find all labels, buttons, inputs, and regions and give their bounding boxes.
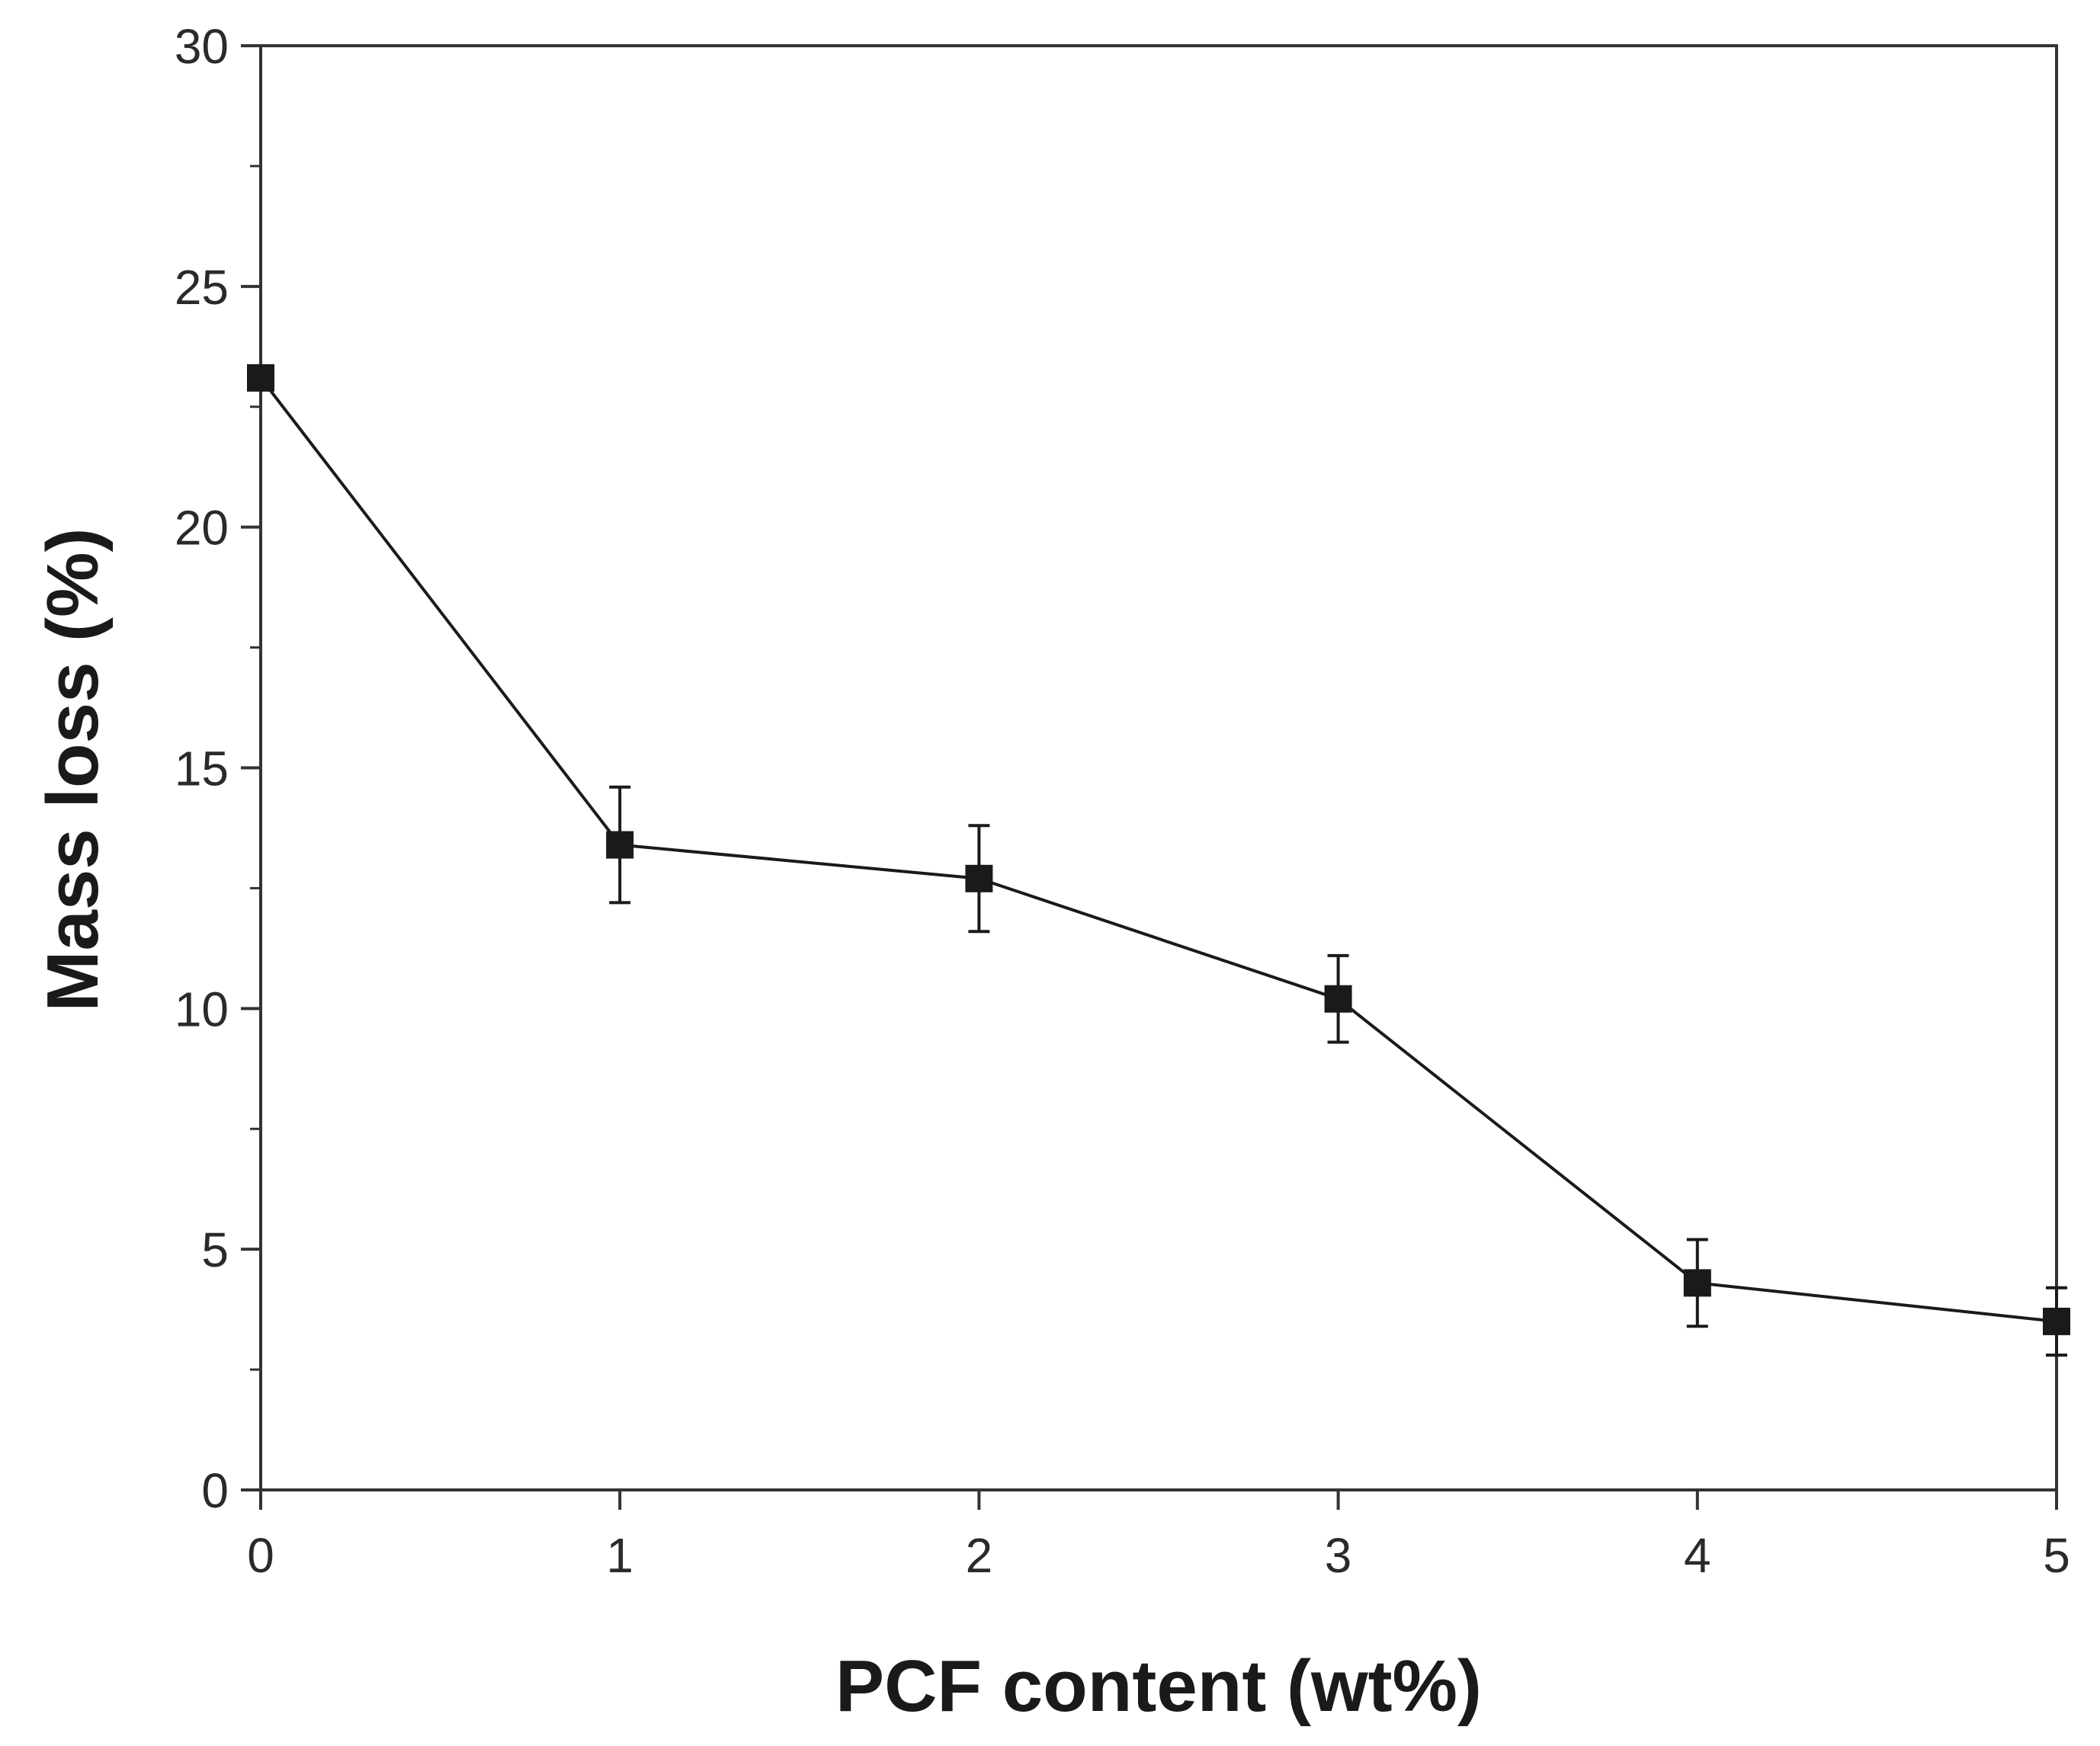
plot-frame (259, 44, 2058, 1491)
x-tick-label: 4 (1684, 1528, 1711, 1583)
data-point (1324, 985, 1352, 1013)
series-line (259, 376, 2057, 1323)
data-point (606, 831, 634, 859)
y-tick-label: 10 (175, 982, 229, 1036)
y-tick-label: 20 (175, 501, 229, 556)
y-tick-label: 0 (201, 1463, 229, 1518)
x-tick-label: 2 (966, 1528, 993, 1583)
x-tick-label: 3 (1325, 1528, 1352, 1583)
data-point (247, 364, 274, 392)
data-point (1683, 1269, 1711, 1297)
y-tick-label: 25 (175, 260, 229, 315)
y-axis: 0 5 10 15 20 25 30 (175, 19, 261, 1518)
x-tick-label: 5 (2043, 1528, 2070, 1583)
data-point (965, 864, 993, 892)
x-tick-label: 1 (606, 1528, 633, 1583)
y-tick-label: 15 (175, 742, 229, 796)
y-axis-title: Mass loss (%) (32, 528, 114, 1012)
y-tick-label: 30 (175, 19, 229, 74)
x-tick-label: 0 (247, 1528, 274, 1583)
x-axis-title: PCF content (wt%) (835, 1645, 1482, 1727)
x-axis: 0 1 2 3 4 5 (247, 1490, 2070, 1583)
series-layer (247, 364, 2070, 1357)
y-tick-label: 5 (201, 1222, 229, 1277)
data-point (2043, 1307, 2070, 1335)
